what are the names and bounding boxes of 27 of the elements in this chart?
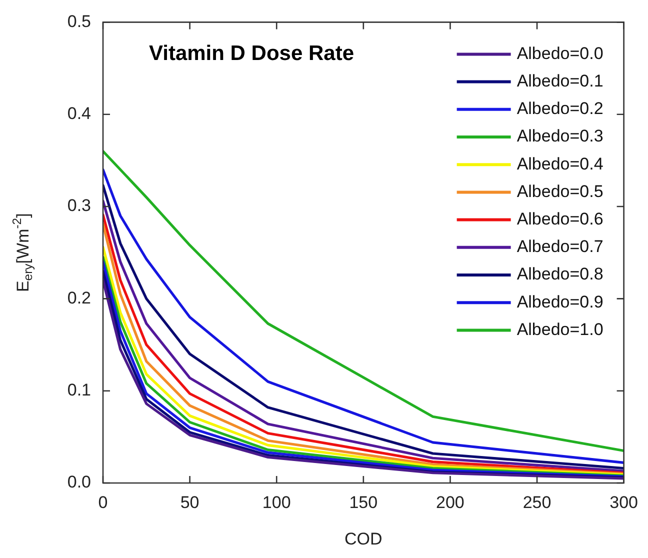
y-tick-label: 0.1	[67, 380, 91, 400]
y-axis-title: Eery[Wm-2]	[10, 213, 36, 292]
annotation: Vitamin D Dose Rate	[149, 42, 354, 65]
legend-label: Albedo=0.0	[516, 44, 604, 63]
y-tick-label: 0.0	[67, 472, 91, 492]
y-tick-label: 0.3	[67, 196, 91, 216]
legend-label: Albedo=0.2	[516, 99, 604, 118]
legend-label: Albedo=0.3	[516, 126, 604, 146]
legend-label: Albedo=0.4	[516, 154, 604, 174]
x-tick-label: 0	[98, 492, 108, 512]
y-tick-label: 0.5	[67, 12, 91, 31]
x-axis-title: COD	[344, 530, 382, 549]
legend-label: Albedo=0.8	[516, 264, 604, 284]
legend-label: Albedo=0.1	[516, 71, 604, 90]
x-tick-label: 250	[522, 492, 552, 512]
x-tick-label: 300	[610, 492, 638, 512]
legend-label: Albedo=0.9	[516, 292, 604, 312]
x-tick-label: 50	[180, 492, 200, 512]
legend-label: Albedo=1.0	[516, 320, 604, 339]
x-tick-label: 200	[436, 492, 464, 512]
x-tick-label: 100	[262, 492, 291, 512]
legend-label: Albedo=0.5	[516, 182, 604, 201]
y-tick-label: 0.4	[67, 104, 91, 124]
y-tick-label: 0.2	[67, 288, 91, 308]
legend-label: Albedo=0.7	[516, 237, 604, 256]
legend-label: Albedo=0.6	[516, 209, 604, 228]
x-tick-label: 150	[349, 492, 378, 512]
